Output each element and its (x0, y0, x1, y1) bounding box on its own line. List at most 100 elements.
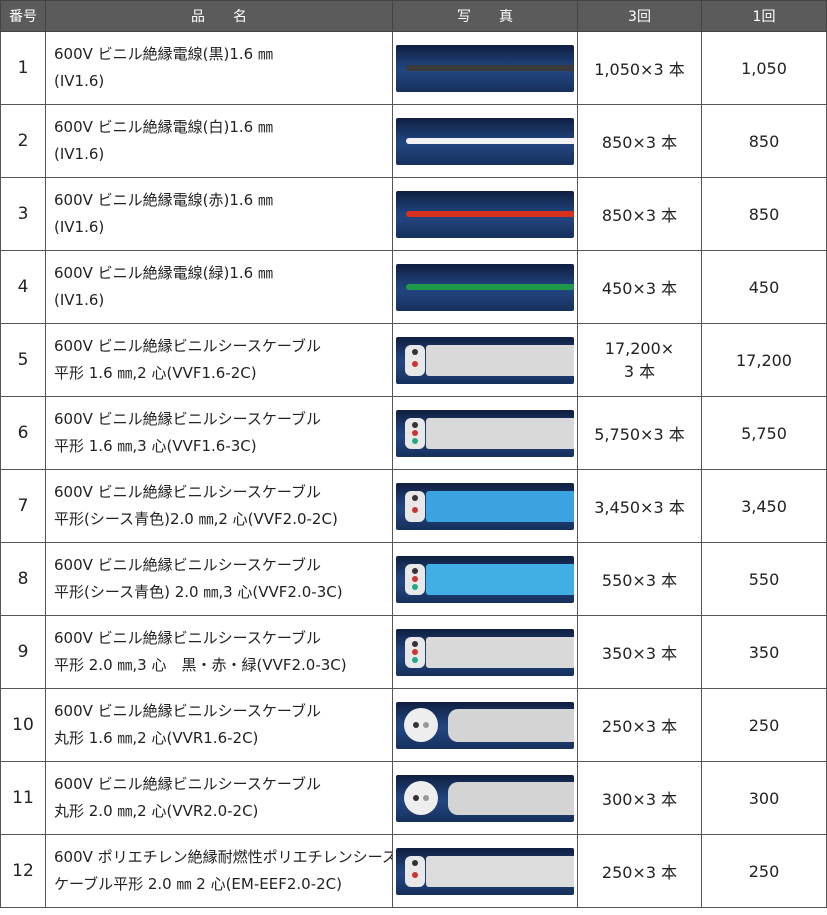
product-name-line1: 600V ビニル絶縁ビニルシースケーブル (54, 337, 322, 355)
row-number: 11 (0, 761, 46, 835)
quantity-three-times: 850×3 本 (577, 104, 702, 178)
conductor (412, 640, 418, 647)
quantity-three-times: 850×3 本 (577, 177, 702, 251)
photo-cell (392, 396, 578, 470)
photo-cell (392, 323, 578, 397)
quantity-three-times: 250×3 本 (577, 688, 702, 762)
quantity-line1: 550×3 本 (601, 571, 678, 590)
product-name-line2: 平形(シース青色)2.0 ㎜,2 心(VVF2.0-2C) (54, 510, 338, 528)
table-header-row: 番号 品 名 写 真 3回 1回 (0, 0, 827, 32)
quantity-once: 1,050 (701, 31, 827, 105)
product-name-line2: (IV1.6) (54, 218, 105, 236)
cable-sheath (426, 490, 574, 522)
product-name-line2: 丸形 1.6 ㎜,2 心(VVR1.6-2C) (54, 729, 259, 747)
quantity-three-times: 550×3 本 (577, 542, 702, 616)
conductor (412, 506, 418, 513)
quantity-once: 5,750 (701, 396, 827, 470)
product-name-line2: 平形(シース青色) 2.0 ㎜,3 心(VVF2.0-3C) (54, 583, 343, 601)
quantity-once: 850 (701, 177, 827, 251)
vvf-cable-photo (396, 336, 574, 384)
green-wire-photo (396, 263, 574, 311)
table-row: 6 600V ビニル絶縁ビニルシースケーブル 平形 1.6 ㎜,3 心(VVF1.6… (0, 396, 827, 470)
product-name-line1: 600V ビニル絶縁電線(白)1.6 ㎜ (54, 118, 273, 136)
row-number: 9 (0, 615, 46, 689)
conductor (412, 859, 418, 866)
conductor (412, 429, 418, 436)
conductor (423, 721, 429, 728)
cable-sheath (448, 708, 574, 742)
product-name-line2: (IV1.6) (54, 145, 105, 163)
cable-end (405, 855, 425, 887)
product-name: 600V ビニル絶縁ビニルシースケーブル平形 2.0 ㎜,3 心 黒・赤・緑(V… (45, 615, 393, 689)
conductor (412, 360, 418, 367)
product-name-line2: 平形 1.6 ㎜,2 心(VVF1.6-2C) (54, 364, 257, 382)
photo-cell (392, 250, 578, 324)
cable-end (405, 344, 425, 376)
vvr-cable-photo (396, 701, 574, 749)
photo-cell (392, 177, 578, 251)
quantity-once: 250 (701, 834, 827, 908)
photo-cell (392, 104, 578, 178)
quantity-once: 450 (701, 250, 827, 324)
quantity-once: 17,200 (701, 323, 827, 397)
product-name-line1: 600V ビニル絶縁ビニルシースケーブル (54, 629, 322, 647)
row-number: 1 (0, 31, 46, 105)
table-row: 2 600V ビニル絶縁電線(白)1.6 ㎜ (IV1.6) 850×3 本 850 (0, 104, 827, 178)
header-photo: 写 真 (392, 0, 578, 32)
quantity-once: 250 (701, 688, 827, 762)
eef-cable-photo (396, 847, 574, 895)
product-name-line1: 600V ビニル絶縁ビニルシースケーブル (54, 702, 322, 720)
product-name: 600V ビニル絶縁ビニルシースケーブル 丸形 1.6 ㎜,2 心(VVR1.6-… (45, 688, 393, 762)
quantity-line1: 250×3 本 (601, 863, 678, 882)
table-row: 1 600V ビニル絶縁電線(黒)1.6 ㎜ (IV1.6) 1,050×3 本 1,0… (0, 31, 827, 105)
quantity-line2: 3 本 (623, 361, 656, 381)
product-name-line2: 平形 2.0 ㎜,3 心 黒・赤・緑(VVF2.0-3C) (54, 656, 347, 674)
quantity-once: 3,450 (701, 469, 827, 543)
cable-sheath (426, 344, 574, 376)
row-number: 7 (0, 469, 46, 543)
table-body: 1 600V ビニル絶縁電線(黒)1.6 ㎜ (IV1.6) 1,050×3 本 1,0… (0, 31, 827, 908)
row-number: 8 (0, 542, 46, 616)
quantity-three-times: 1,050×3 本 (577, 31, 702, 105)
quantity-line1: 450×3 本 (601, 279, 678, 298)
product-name: 600V ビニル絶縁ビニルシースケーブル 平形(シース青色)2.0 ㎜,2 心(V… (45, 469, 393, 543)
product-name-line2: (IV1.6) (54, 291, 105, 309)
conductor (412, 348, 418, 355)
product-name: 600V ビニル絶縁ビニルシースケーブル 平形 1.6 ㎜,3 心(VVF1.6-… (45, 396, 393, 470)
row-number: 3 (0, 177, 46, 251)
cable-sheath (426, 636, 574, 668)
cable-sheath (426, 855, 574, 887)
product-name-line1: 600V ビニル絶縁ビニルシースケーブル (54, 483, 322, 501)
product-name: 600V ビニル絶縁電線(白)1.6 ㎜ (IV1.6) (45, 104, 393, 178)
wire (406, 138, 574, 144)
conductor (412, 871, 418, 878)
cable-end (405, 490, 425, 522)
quantity-once: 550 (701, 542, 827, 616)
conductor (412, 437, 418, 444)
row-number: 2 (0, 104, 46, 178)
cable-sheath (448, 781, 574, 815)
blue-vvf-cable-photo (396, 482, 574, 530)
product-name: 600V ビニル絶縁電線(黒)1.6 ㎜ (IV1.6) (45, 31, 393, 105)
cable-sheath (426, 563, 574, 595)
product-name-line2: (IV1.6) (54, 72, 105, 90)
product-name-line1: 600V ビニル絶縁電線(黒)1.6 ㎜ (54, 45, 273, 63)
wire (406, 284, 574, 290)
table-row: 11 600V ビニル絶縁ビニルシースケーブル 丸形 2.0 ㎜,2 心(VVR2.… (0, 761, 827, 835)
conductor (412, 494, 418, 501)
quantity-line1: 300×3 本 (601, 790, 678, 809)
quantity-line1: 250×3 本 (601, 717, 678, 736)
product-name-line1: 600V ポリエチレン絶縁耐燃性ポリエチレンシース (54, 848, 393, 866)
product-name: 600V ビニル絶縁ビニルシースケーブル 平形(シース青色) 2.0 ㎜,3 心(… (45, 542, 393, 616)
row-number: 4 (0, 250, 46, 324)
photo-cell (392, 615, 578, 689)
cable-end (405, 563, 425, 595)
cable-end (404, 707, 438, 742)
product-name-line1: 600V ビニル絶縁電線(赤)1.6 ㎜ (54, 191, 273, 209)
conductor (412, 583, 418, 590)
wire (406, 65, 574, 71)
header-once: 1回 (701, 0, 827, 32)
table-row: 7 600V ビニル絶縁ビニルシースケーブル 平形(シース青色)2.0 ㎜,2 心(… (0, 469, 827, 543)
product-name: 600V ビニル絶縁電線(赤)1.6 ㎜ (IV1.6) (45, 177, 393, 251)
